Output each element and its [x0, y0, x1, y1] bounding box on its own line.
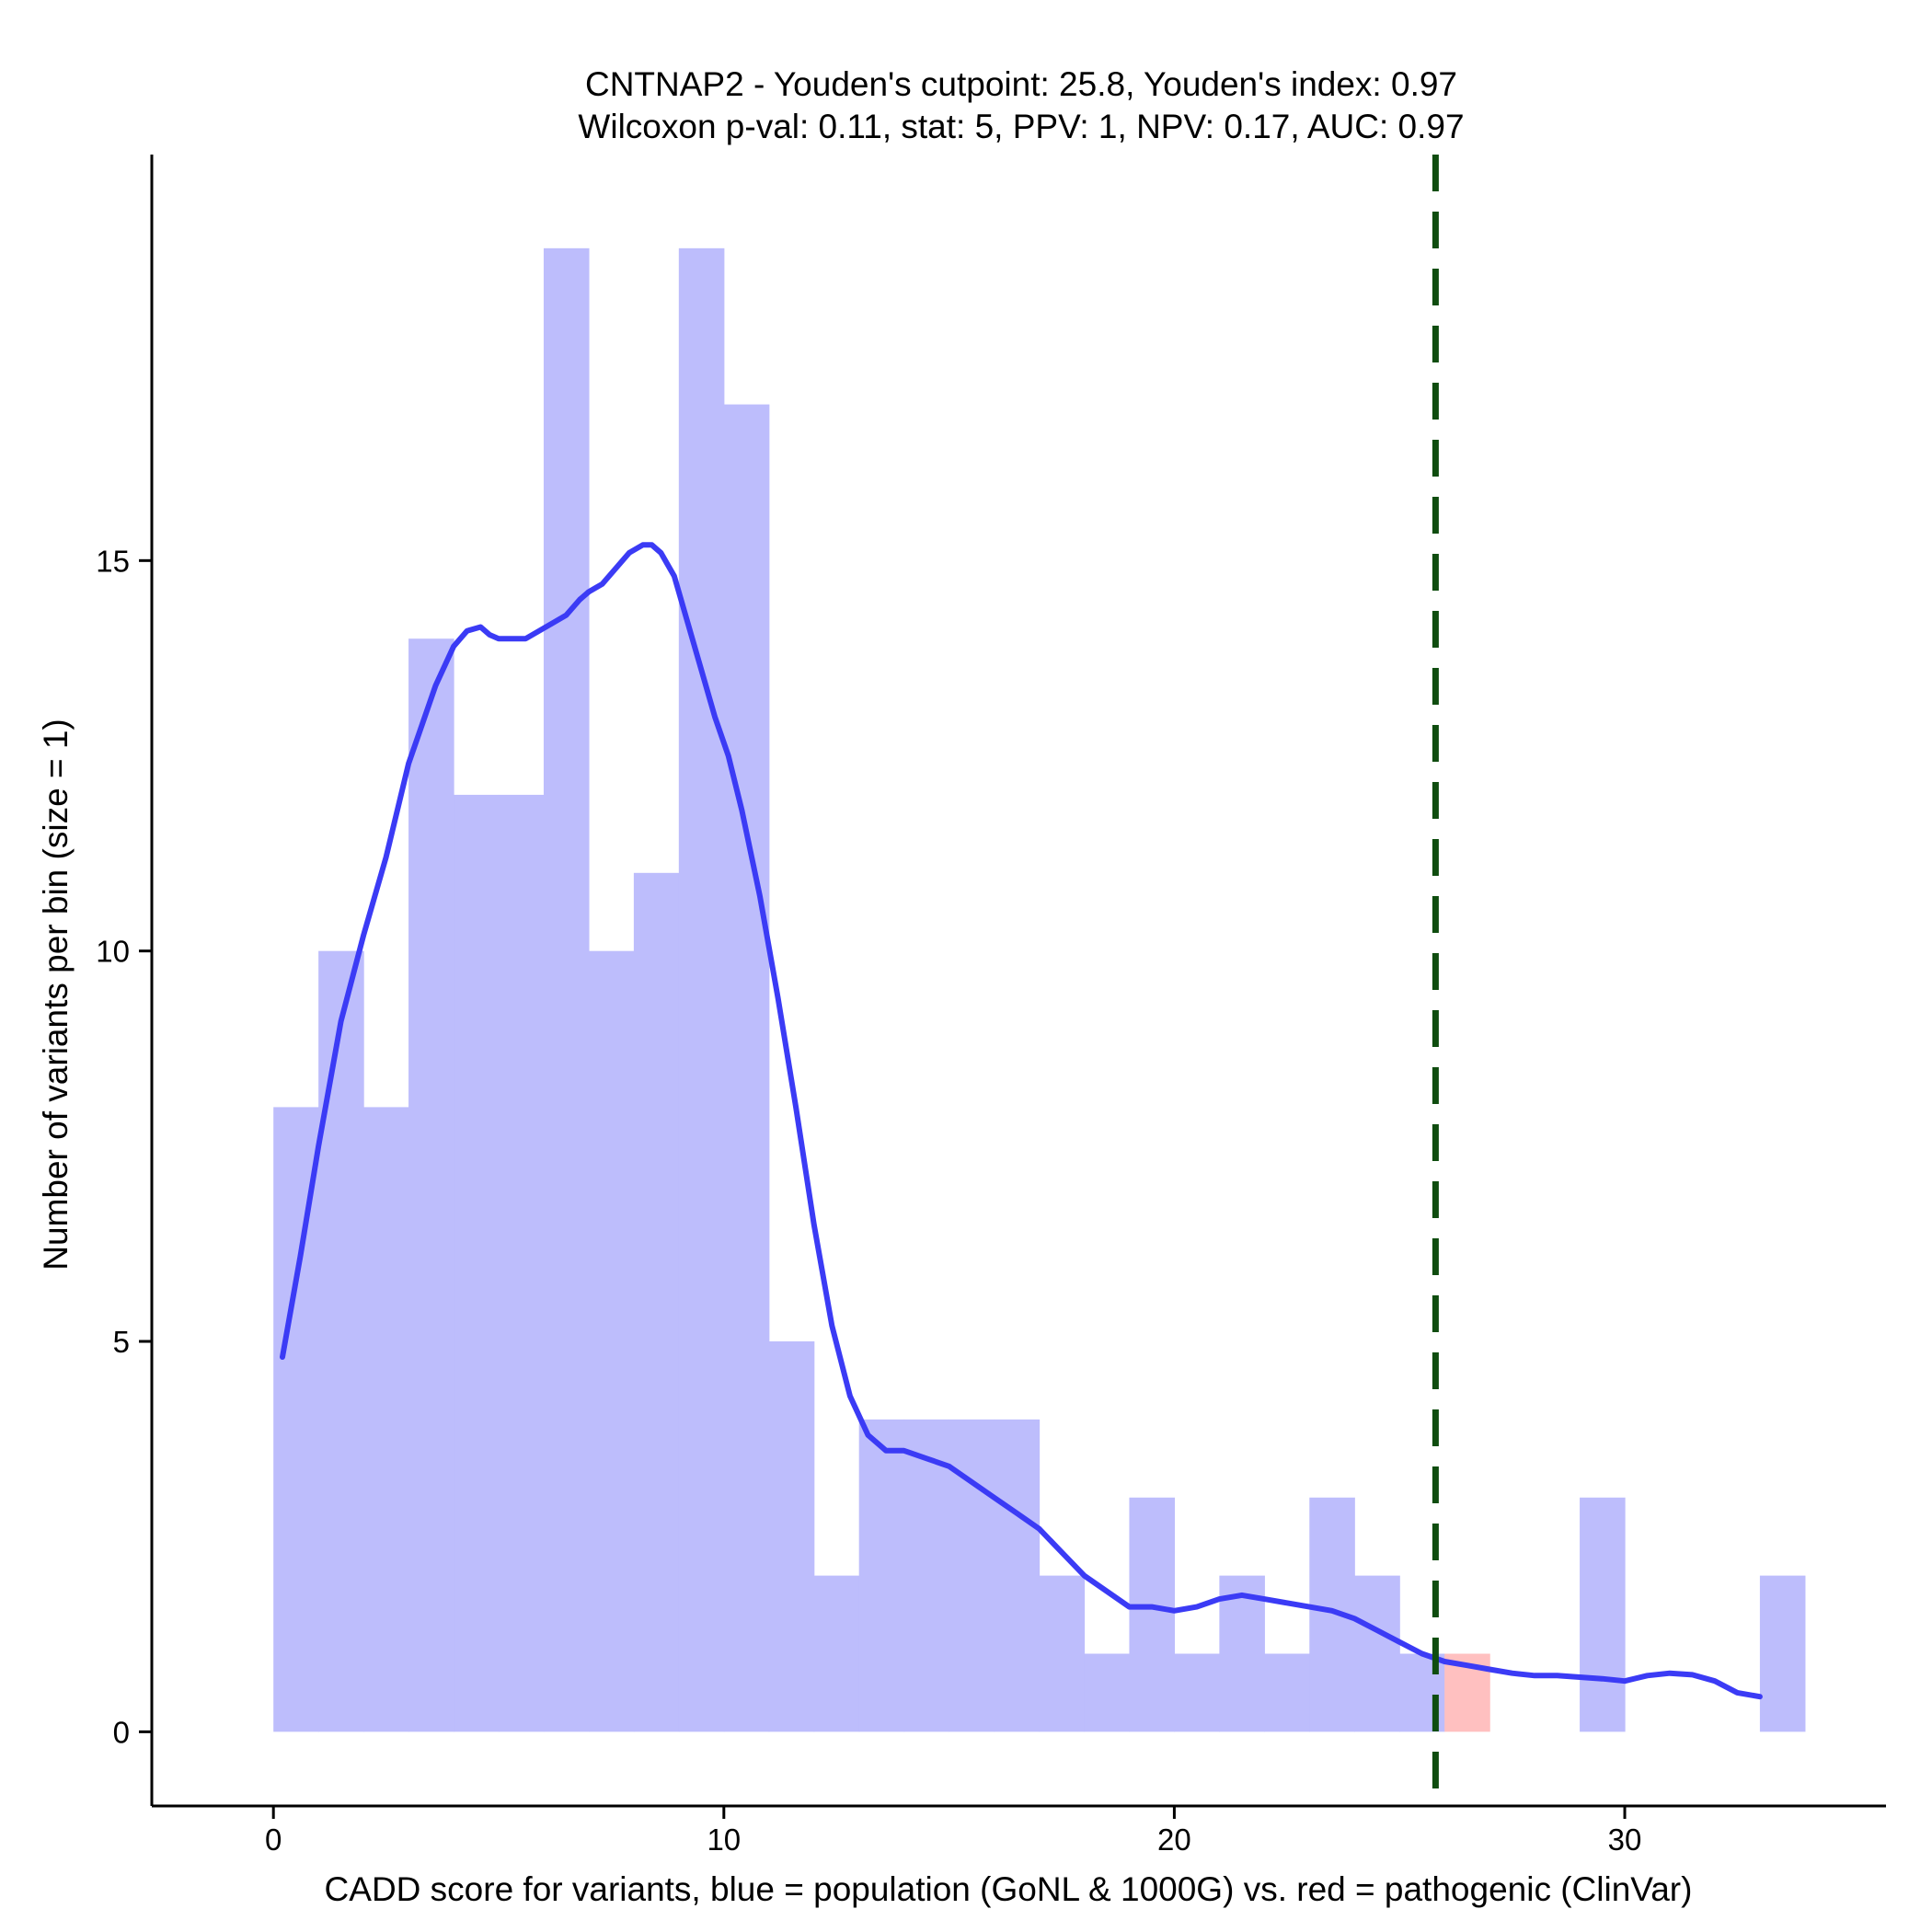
population-bar	[408, 638, 454, 1732]
y-tick-label: 0	[113, 1715, 130, 1749]
population-bar	[588, 950, 635, 1732]
population-bar	[678, 247, 725, 1732]
chart-title: CNTNAP2 - Youden's cutpoint: 25.8, Youde…	[585, 65, 1457, 103]
population-bar	[543, 247, 590, 1732]
population-bar	[903, 1419, 950, 1732]
population-bar	[1219, 1575, 1265, 1732]
y-axis-label: Number of variants per bin (size = 1)	[37, 719, 75, 1270]
population-bar	[994, 1419, 1041, 1732]
population-bar	[949, 1419, 995, 1732]
population-bar	[1759, 1575, 1806, 1732]
y-axis-ticks: 0 5 10 15	[96, 544, 152, 1749]
y-tick-label: 15	[96, 544, 130, 578]
x-tick-label: 30	[1608, 1823, 1642, 1857]
population-bar	[1039, 1575, 1086, 1732]
y-tick-label: 10	[96, 935, 130, 969]
population-bar	[858, 1419, 905, 1732]
x-tick-label: 0	[265, 1823, 282, 1857]
x-axis-label: CADD score for variants, blue = populati…	[325, 1870, 1693, 1908]
population-bar	[633, 872, 680, 1732]
population-bar	[1354, 1575, 1400, 1732]
population-bars	[273, 247, 1806, 1732]
density-curve	[280, 542, 1763, 1700]
population-bar	[1129, 1497, 1176, 1732]
population-bar	[1174, 1653, 1220, 1732]
population-bar	[273, 1107, 319, 1732]
y-tick-label: 5	[113, 1325, 130, 1359]
population-bar	[318, 950, 364, 1732]
population-bar	[454, 794, 500, 1732]
population-bar	[1084, 1653, 1131, 1732]
x-tick-label: 20	[1157, 1823, 1191, 1857]
population-bar	[813, 1575, 860, 1732]
chart-subtitle: Wilcoxon p-val: 0.11, stat: 5, PPV: 1, N…	[578, 108, 1464, 145]
x-tick-label: 10	[707, 1823, 741, 1857]
x-axis-ticks: 0 10 20 30	[265, 1806, 1641, 1857]
population-bar	[723, 404, 770, 1732]
population-bar	[363, 1107, 409, 1732]
population-bar	[768, 1341, 815, 1732]
population-bar	[1580, 1497, 1626, 1732]
population-bar	[499, 794, 545, 1732]
population-bar	[1264, 1653, 1310, 1732]
